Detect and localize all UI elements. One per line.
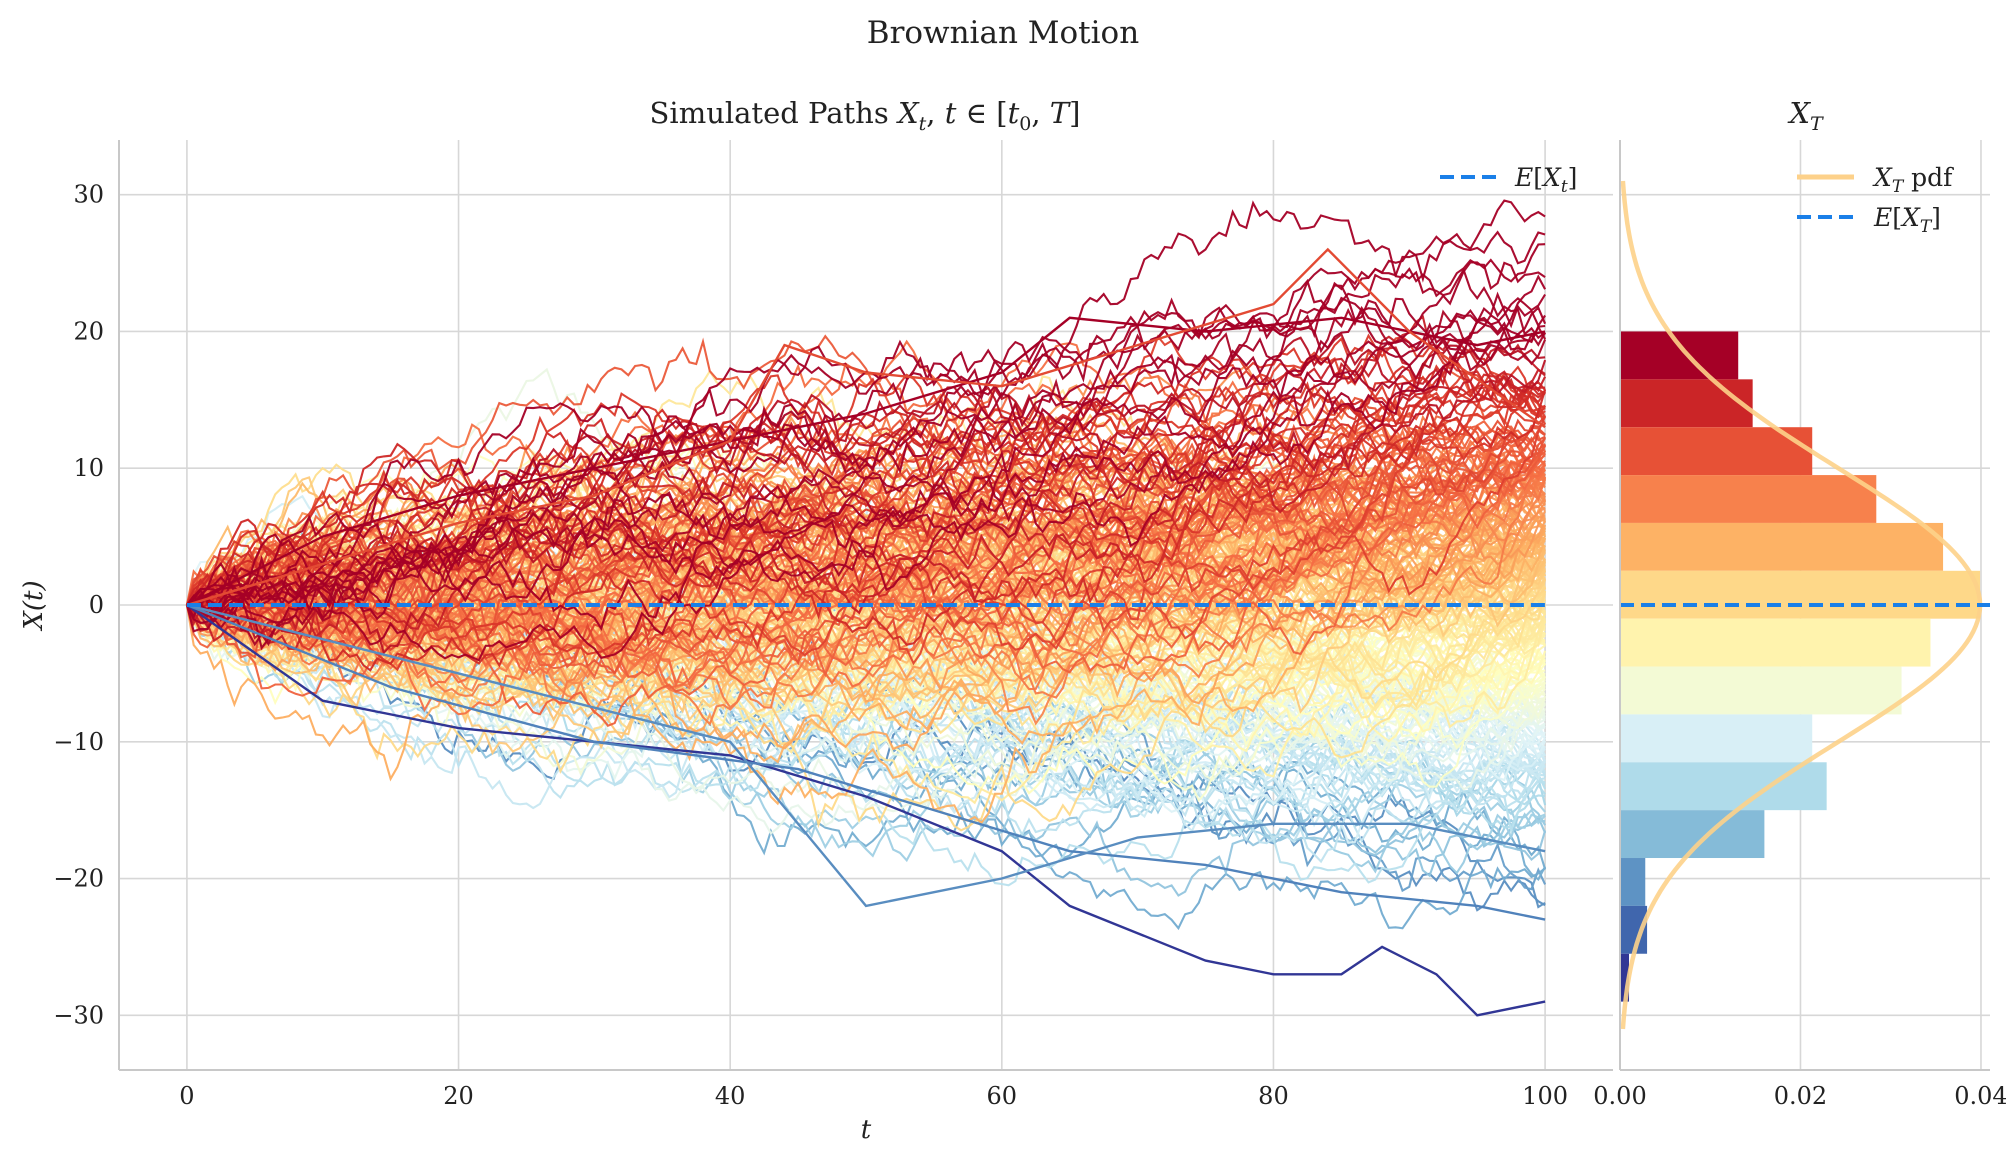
paths-y-tick: 20 xyxy=(73,317,104,345)
histogram-axes-title: XT xyxy=(1787,96,1824,135)
path-line xyxy=(185,381,1546,606)
histogram-bar xyxy=(1620,858,1646,906)
histogram-legend: XT pdf E[XT] xyxy=(1797,163,1954,237)
path-line xyxy=(186,305,1547,614)
x-axis-label: t xyxy=(861,1115,872,1145)
histogram-bar xyxy=(1620,331,1739,380)
paths-y-tick: −30 xyxy=(53,1001,104,1029)
path-line xyxy=(185,293,1546,662)
paths-y-tick-labels: 30 20 10 0 −10 −20 −30 xyxy=(53,181,104,1030)
path-line xyxy=(186,374,1546,620)
histogram-bar xyxy=(1620,570,1981,619)
path-line xyxy=(186,199,1546,612)
path-line xyxy=(186,344,1546,615)
highlighted-path-line xyxy=(186,603,1546,921)
histogram-bar xyxy=(1620,522,1944,571)
path-line xyxy=(186,291,1546,607)
highlighted-path-line xyxy=(186,604,1546,1017)
paths-y-tick: −10 xyxy=(53,728,104,756)
histogram-bar xyxy=(1620,475,1877,523)
paths-x-tick: 60 xyxy=(987,1082,1018,1110)
histogram-bar xyxy=(1620,953,1630,1002)
histogram-bar xyxy=(1620,427,1813,476)
paths-x-tick: 0 xyxy=(179,1082,194,1110)
paths-x-tick-labels: 0 20 40 60 80 100 xyxy=(179,1082,1568,1110)
histogram-bar xyxy=(1620,666,1902,715)
highlighted-path-line xyxy=(186,603,1546,908)
paths-x-tick: 80 xyxy=(1258,1082,1289,1110)
path-line xyxy=(186,334,1546,622)
path-line xyxy=(185,243,1546,624)
paths-x-tick: 20 xyxy=(443,1082,474,1110)
legend-mean-label: E[Xt] xyxy=(1514,163,1577,197)
simulated-paths xyxy=(185,199,1547,1017)
path-line xyxy=(186,475,1546,651)
legend-terminal-mean-label: E[XT] xyxy=(1873,203,1941,237)
paths-y-tick: 30 xyxy=(73,181,104,209)
path-line xyxy=(186,333,1546,672)
path-line xyxy=(186,408,1547,606)
path-line xyxy=(185,584,1546,912)
path-line xyxy=(186,339,1547,647)
path-line xyxy=(185,364,1546,606)
highlighted-path-line xyxy=(186,316,1546,607)
path-line xyxy=(186,389,1547,672)
highlighted-path-line xyxy=(186,247,1546,607)
path-line xyxy=(186,462,1546,690)
path-line xyxy=(186,436,1546,697)
hist-x-tick: 0.04 xyxy=(1954,1082,2006,1110)
paths-x-tick: 40 xyxy=(715,1082,746,1110)
y-axis-label: X(t) xyxy=(19,580,49,631)
histogram-bar xyxy=(1620,618,1931,667)
path-line xyxy=(185,314,1546,639)
paths-axes-title: Simulated Paths Xt, t ∈ [t0, T] xyxy=(650,96,1081,135)
hist-x-tick: 0.02 xyxy=(1774,1082,1827,1110)
histogram-x-tick-labels: 0.00 0.02 0.04 xyxy=(1593,1082,2006,1110)
figure-title: Brownian Motion xyxy=(867,15,1139,51)
hist-x-tick: 0.00 xyxy=(1593,1082,1646,1110)
paths-y-tick: 0 xyxy=(89,591,104,619)
paths-y-tick: 10 xyxy=(73,454,104,482)
histogram-bar xyxy=(1620,379,1753,428)
histogram-bars xyxy=(1620,331,1981,1002)
path-line xyxy=(186,274,1547,608)
path-line xyxy=(186,200,1546,606)
histogram-bar xyxy=(1620,714,1813,763)
path-line xyxy=(186,590,1547,832)
legend-pdf-label: XT pdf xyxy=(1872,163,1954,197)
paths-y-tick: −20 xyxy=(53,865,104,893)
paths-legend: E[Xt] xyxy=(1440,163,1577,197)
path-line xyxy=(186,482,1546,745)
paths-x-tick: 100 xyxy=(1522,1082,1568,1110)
terminal-distribution-axes: 0.00 0.02 0.04 XT XT pdf E[XT] xyxy=(1593,96,2006,1110)
path-line xyxy=(186,319,1546,632)
path-line xyxy=(186,359,1547,655)
